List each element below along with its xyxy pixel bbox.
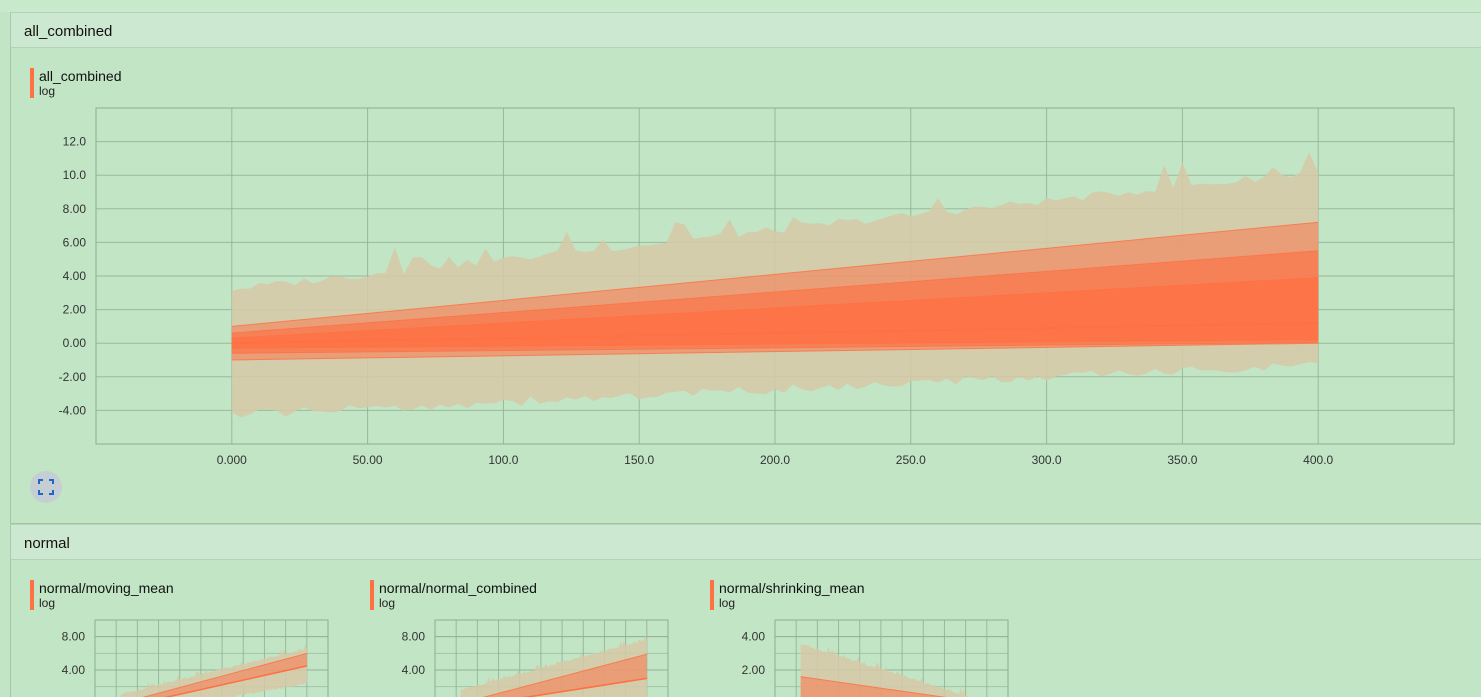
run-label: log [39, 84, 56, 98]
y-tick-label: 8.00 [62, 630, 86, 644]
chart-title: normal/shrinking_mean [719, 580, 865, 596]
y-tick-label: 4.00 [742, 630, 766, 644]
chart-title: normal/moving_mean [39, 580, 174, 596]
percentile-line-p50 [524, 677, 648, 697]
histogram-band-p69 [231, 277, 1319, 349]
histogram-chart-moving-mean[interactable]: 8.00 4.00 [40, 612, 340, 697]
y-tick-label: 6.00 [63, 235, 87, 249]
run-color-swatch [710, 580, 714, 610]
x-tick-label: 50.00 [353, 453, 383, 467]
run-label: log [719, 596, 736, 610]
expand-chart-button[interactable] [30, 471, 62, 503]
run-color-swatch [30, 68, 34, 98]
run-color-swatch [370, 580, 374, 610]
histogram-chart-all-combined[interactable]: 12.0 10.0 8.00 6.00 4.00 2.00 0.00 -2.00 -4.00 0.… [0, 100, 1481, 470]
section-header-normal[interactable]: normal [10, 524, 1481, 560]
histogram-band-max [120, 644, 307, 697]
x-tick-label: 0.000 [217, 453, 247, 467]
histogram-chart-normal-combined[interactable]: 8.00 4.00 [380, 612, 680, 697]
percentile-line-p93 [482, 653, 648, 697]
y-tick-label: 0.00 [63, 336, 87, 350]
percentile-line-p84 [231, 250, 1319, 334]
run-label: log [379, 596, 396, 610]
section-header-all-combined[interactable]: all_combined [10, 12, 1481, 48]
y-tick-label: 12.0 [63, 135, 87, 149]
histogram-chart-shrinking-mean[interactable]: 4.002.000.00 [720, 612, 1020, 697]
percentile-line-p93 [231, 221, 1319, 327]
x-tick-label: 200.0 [760, 453, 790, 467]
chart-title: all_combined [39, 68, 122, 84]
top-strip [0, 0, 1481, 12]
percentile-line-p7 [231, 342, 1319, 361]
section-title: all_combined [24, 23, 113, 40]
y-tick-label: 8.00 [402, 630, 426, 644]
y-tick-label: 2.00 [742, 663, 766, 677]
y-tick-label: -2.00 [59, 370, 87, 384]
percentile-line-p93 [142, 652, 308, 697]
run-label: log [39, 596, 56, 610]
y-tick-label: 4.00 [63, 269, 87, 283]
percentile-line-p69 [231, 277, 1319, 339]
chart-title: normal/normal_combined [379, 580, 537, 596]
x-tick-label: 350.0 [1167, 453, 1197, 467]
y-tick-label: 8.00 [63, 202, 87, 216]
y-tick-label: 2.00 [63, 303, 87, 317]
y-tick-label: 10.0 [63, 168, 87, 182]
section-title: normal [24, 535, 70, 552]
y-tick-label: -4.00 [59, 403, 87, 417]
x-tick-label: 400.0 [1303, 453, 1333, 467]
x-tick-label: 250.0 [896, 453, 926, 467]
y-tick-label: 4.00 [402, 663, 426, 677]
x-tick-label: 300.0 [1032, 453, 1062, 467]
percentile-line-p50 [165, 665, 308, 697]
percentile-line-p31 [231, 339, 1319, 349]
percentile-line-p50 [231, 322, 1319, 344]
run-color-swatch [30, 580, 34, 610]
percentile-line-p93 [800, 676, 947, 697]
fullscreen-icon [38, 479, 54, 495]
percentile-line-p16 [231, 341, 1319, 354]
x-tick-label: 100.0 [488, 453, 518, 467]
x-tick-label: 150.0 [624, 453, 654, 467]
y-tick-label: 4.00 [62, 663, 86, 677]
